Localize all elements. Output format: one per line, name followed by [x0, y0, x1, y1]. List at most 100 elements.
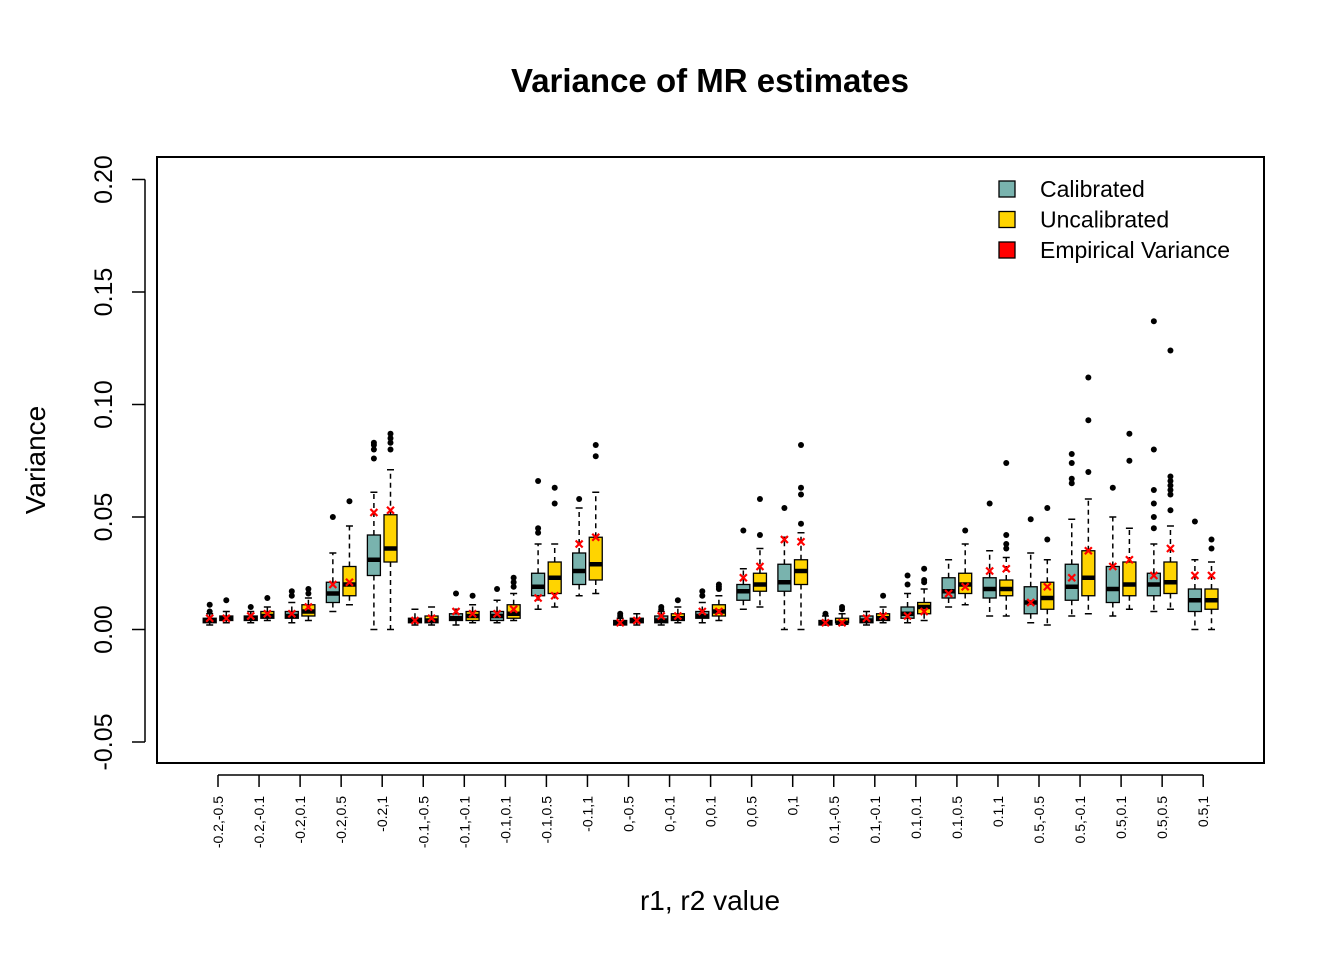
outlier-point — [1068, 460, 1075, 466]
x-tick-label: -0.2,0.1 — [292, 796, 308, 844]
empirical-variance-mark — [862, 613, 871, 623]
calibrated-box — [284, 588, 299, 624]
calibrated-box — [982, 500, 997, 617]
iqr-box — [1163, 561, 1178, 595]
legend-label: Calibrated — [1040, 176, 1145, 202]
calibrated-box — [489, 586, 505, 624]
iqr-box — [1122, 561, 1137, 597]
empirical-variance-mark — [919, 607, 929, 616]
uncalibrated-box — [1081, 374, 1096, 615]
outlier-point — [921, 577, 928, 583]
outlier-point — [1208, 536, 1215, 543]
outlier-point — [1085, 374, 1092, 381]
outlier-point — [1003, 532, 1010, 538]
empirical-variance-mark — [328, 580, 338, 589]
empirical-variance-mark — [903, 611, 912, 621]
outlier-point — [576, 496, 583, 502]
cross-stroke — [246, 611, 256, 621]
outlier-point — [839, 604, 846, 610]
empirical-variance-mark — [780, 535, 789, 544]
x-tick-label: 0,-0.5 — [621, 796, 637, 832]
plot-marks — [202, 318, 1219, 631]
uncalibrated-box — [301, 586, 316, 622]
outlier-point — [699, 592, 706, 599]
category-group — [366, 430, 398, 631]
category-group — [818, 604, 850, 628]
empirical-variance-mark — [1108, 562, 1118, 571]
cross-stroke — [821, 618, 830, 628]
outlier-point — [798, 491, 804, 498]
cross-stroke — [492, 609, 502, 619]
y-tick-label: 0.15 — [90, 268, 118, 317]
outlier-point — [1126, 457, 1133, 464]
calibrated-box — [736, 527, 751, 610]
calibrated-box — [1105, 484, 1120, 617]
legend-label: Uncalibrated — [1040, 207, 1169, 233]
empirical-variance-mark — [837, 618, 847, 628]
outlier-point — [798, 484, 804, 491]
cross-stroke — [714, 607, 724, 616]
x-tick-label: -0.2,1 — [374, 796, 390, 832]
x-tick-label: 0.5,1 — [1195, 796, 1211, 827]
cross-stroke — [862, 613, 871, 623]
outlier-point — [206, 601, 213, 608]
cross-stroke — [1026, 598, 1035, 607]
outlier-point — [986, 500, 993, 507]
uncalibrated-box — [1204, 536, 1219, 631]
empirical-variance-mark — [222, 613, 231, 623]
uncalibrated-box — [670, 597, 685, 624]
uncalibrated-box — [465, 592, 480, 624]
outlier-point — [1044, 536, 1051, 543]
outlier-point — [387, 446, 394, 453]
empirical-variance-mark — [345, 577, 354, 587]
iqr-box — [1064, 563, 1079, 601]
category-group — [530, 478, 562, 610]
outlier-point — [1150, 487, 1157, 493]
empirical-variance-mark — [369, 508, 379, 517]
category-group — [982, 460, 1014, 617]
empirical-variance-mark — [468, 609, 477, 619]
outlier-point — [756, 532, 763, 538]
uncalibrated-box — [547, 484, 562, 608]
category-group — [284, 586, 316, 624]
iqr-box — [1081, 550, 1096, 597]
calibrated-box — [572, 496, 587, 597]
empirical-variance-mark — [591, 532, 601, 542]
outlier-point — [1150, 318, 1157, 325]
calibrated-box — [941, 559, 956, 608]
cross-stroke — [960, 582, 970, 592]
outlier-point — [1150, 514, 1157, 520]
outlier-point — [1167, 507, 1174, 514]
cross-stroke — [944, 589, 953, 598]
outlier-point — [921, 565, 928, 572]
outlier-point — [1003, 545, 1010, 552]
cross-stroke — [1166, 544, 1175, 553]
outlier-point — [617, 610, 624, 617]
cross-stroke — [304, 602, 313, 612]
category-group — [1064, 374, 1096, 617]
outlier-point — [1167, 482, 1174, 489]
plot-frame — [156, 156, 1265, 764]
cross-stroke — [1207, 571, 1216, 580]
outlier-point — [756, 496, 763, 502]
outlier-point — [535, 525, 542, 532]
x-tick-label: -0.1,0.5 — [538, 796, 554, 844]
uncalibrated-box — [424, 606, 439, 626]
empirical-variance-mark — [1001, 564, 1011, 574]
outlier-point — [551, 500, 558, 507]
outlier-point — [1068, 451, 1075, 457]
cross-stroke — [755, 562, 765, 571]
empirical-variance-mark — [533, 593, 543, 603]
outlier-point — [535, 529, 542, 536]
x-tick-label: 0.5,0.5 — [1154, 796, 1170, 839]
calibrated-box — [1187, 518, 1203, 631]
x-tick-label: -0.1,-0.5 — [415, 796, 431, 848]
outlier-point — [305, 586, 312, 592]
empirical-variance-mark — [574, 539, 584, 549]
y-tick-label: -0.05 — [90, 714, 118, 771]
x-tick-label: 0.1,-0.1 — [867, 796, 883, 844]
cross-stroke — [1125, 555, 1134, 565]
outlier-point — [1027, 516, 1034, 523]
x-tick-label: -0.1,-0.1 — [456, 796, 472, 848]
cross-stroke — [1190, 571, 1200, 580]
